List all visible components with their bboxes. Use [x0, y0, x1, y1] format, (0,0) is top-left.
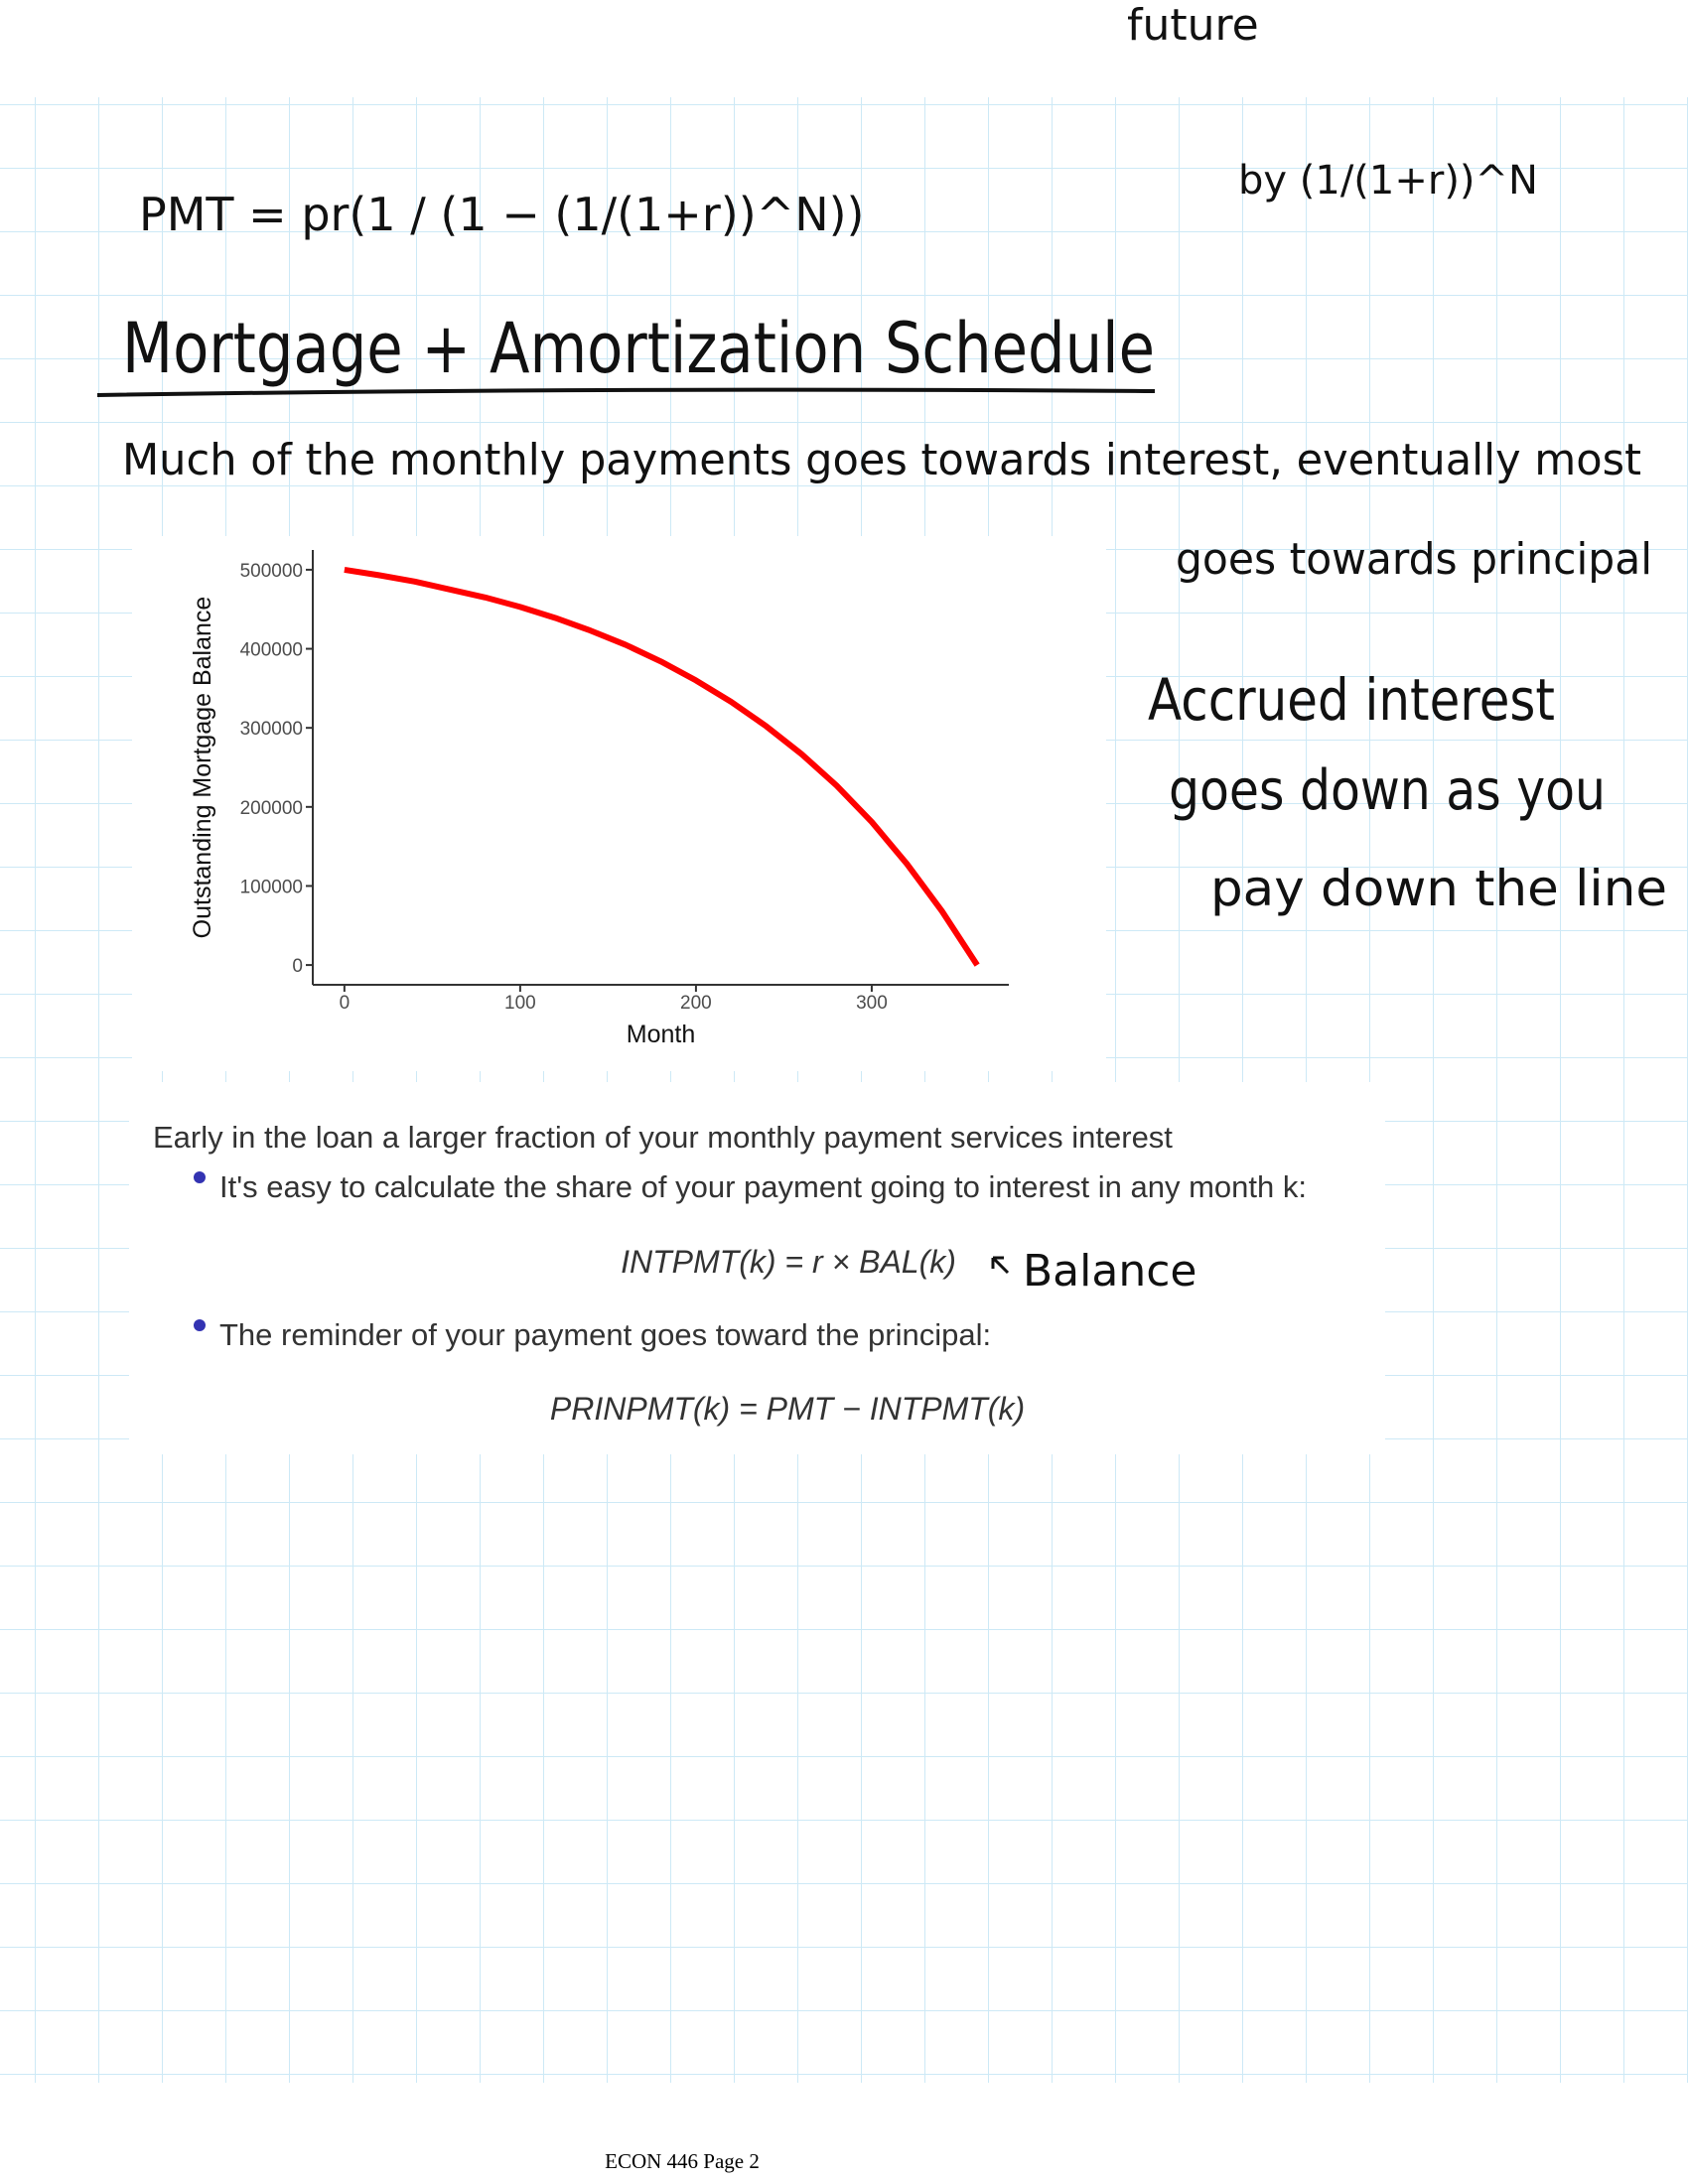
- y-tick-label: 400000: [240, 640, 303, 661]
- footer: ECON 446 Page 2: [605, 2149, 760, 2173]
- slide-heading: Early in the loan a larger fraction of y…: [153, 1120, 1173, 1155]
- y-tick-label: 100000: [240, 877, 303, 897]
- bullet-text: It's easy to calculate the share of your…: [219, 1169, 1307, 1204]
- note: pay down the line: [1210, 860, 1667, 917]
- note: future: [1127, 0, 1259, 51]
- slide-image: [129, 1082, 1385, 1454]
- y-tick-label: 0: [292, 956, 303, 977]
- bullet-text: The reminder of your payment goes toward…: [219, 1317, 991, 1352]
- y-axis-label: Outstanding Mortgage Balance: [189, 597, 216, 939]
- note: Much of the monthly payments goes toward…: [122, 435, 1641, 485]
- x-tick-label: 0: [340, 993, 351, 1014]
- x-tick-label: 300: [856, 993, 888, 1014]
- chart: 0 100000 200000 300000 400000 500000 0 100 200 30…: [189, 550, 1009, 1048]
- x-tick-label: 100: [504, 993, 536, 1014]
- formula: PMT = pr(1 / (1 − (1/(1+r))^N)): [139, 188, 865, 241]
- note: goes down as you: [1169, 758, 1606, 823]
- y-tick-label: 200000: [240, 798, 303, 819]
- bullet: [194, 1319, 206, 1331]
- heading: Mortgage + Amortization Schedule: [122, 308, 1155, 389]
- underline: [96, 387, 1156, 397]
- line-series: [344, 566, 980, 967]
- y-tick-label: 300000: [240, 719, 303, 740]
- bullet: [194, 1171, 206, 1183]
- chart-image: [132, 536, 1106, 1071]
- note: by (1/(1+r))^N: [1238, 158, 1538, 204]
- equation: INTPMT(k) = r × BAL(k): [621, 1244, 956, 1280]
- note: Balance: [1023, 1246, 1196, 1297]
- x-axis-label: Month: [627, 1021, 695, 1048]
- arrow: [991, 1256, 1010, 1275]
- x-tick-label: 200: [680, 993, 712, 1014]
- y-tick-label: 500000: [240, 561, 303, 582]
- note: Accrued interest: [1148, 666, 1555, 734]
- equation: PRINPMT(k) = PMT − INTPMT(k): [550, 1391, 1025, 1427]
- note: goes towards principal: [1176, 534, 1652, 585]
